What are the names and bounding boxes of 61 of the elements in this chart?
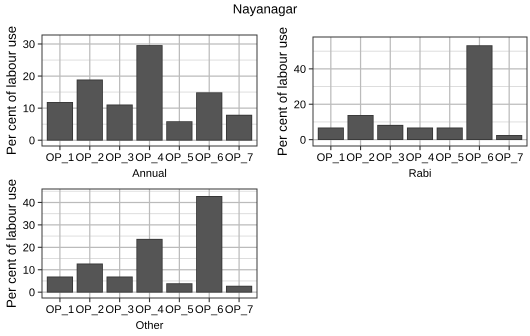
bar xyxy=(166,283,192,293)
bar xyxy=(136,45,163,141)
x-axis-title: Annual xyxy=(132,168,166,178)
y-tick-label: 20 xyxy=(23,72,35,80)
bar xyxy=(406,128,434,140)
x-tick-label: OP_3 xyxy=(376,153,404,164)
x-tick-label: OP_1 xyxy=(317,153,344,164)
bar xyxy=(76,79,103,141)
bar xyxy=(196,92,222,141)
x-tick-label: OP_4 xyxy=(136,305,164,316)
y-tick-label: 20 xyxy=(23,244,35,252)
bar xyxy=(166,121,192,141)
bar xyxy=(226,286,252,293)
x-tick-label: OP_7 xyxy=(225,153,253,164)
x-tick-label: OP_5 xyxy=(436,153,464,164)
y-tick-label: 40 xyxy=(294,65,306,73)
x-axis-title: Rabi xyxy=(409,168,431,178)
x-tick-label: OP_1 xyxy=(46,305,74,316)
bar xyxy=(466,45,492,140)
x-tick-label: OP_2 xyxy=(76,305,104,316)
bar xyxy=(226,114,252,141)
x-tick-label: OP_2 xyxy=(346,153,374,164)
bar xyxy=(436,128,463,140)
bar xyxy=(196,196,222,293)
x-tick-label: OP_4 xyxy=(406,153,434,164)
y-tick-label: 30 xyxy=(23,221,35,230)
y-tick-label: 10 xyxy=(24,104,35,112)
x-tick-label: OP_1 xyxy=(46,153,74,164)
x-tick-label: OP_7 xyxy=(225,305,253,316)
y-axis-title: Per cent of labour use xyxy=(6,180,16,307)
y-axis-title: Per cent of labour use xyxy=(6,26,16,154)
y-tick-label: 30 xyxy=(23,40,35,48)
x-tick-label: OP_5 xyxy=(166,153,194,164)
bar xyxy=(46,276,74,293)
chart-title: Nayanagar xyxy=(234,4,298,16)
x-axis-title: Other xyxy=(136,320,164,330)
bar xyxy=(46,102,74,141)
x-tick-label: OP_6 xyxy=(466,153,494,164)
bar xyxy=(136,238,163,293)
bar xyxy=(348,114,374,140)
x-tick-label: OP_6 xyxy=(196,305,223,316)
bar xyxy=(496,134,522,140)
y-tick-label: 40 xyxy=(22,198,35,207)
y-tick-label: 0 xyxy=(29,288,35,296)
x-tick-label: OP_5 xyxy=(166,305,194,316)
bar xyxy=(106,276,133,293)
x-tick-label: OP_4 xyxy=(136,153,164,164)
bar xyxy=(318,128,344,140)
y-tick-label: 20 xyxy=(294,100,306,108)
x-tick-label: OP_3 xyxy=(106,153,134,164)
x-tick-label: OP_6 xyxy=(196,153,223,164)
bar xyxy=(106,104,133,141)
y-axis-title: Per cent of labour use xyxy=(277,28,287,155)
x-tick-label: OP_2 xyxy=(76,153,104,164)
x-tick-label: OP_7 xyxy=(495,153,523,164)
y-tick-label: 10 xyxy=(24,266,35,274)
y-tick-label: 0 xyxy=(29,136,35,144)
x-tick-label: OP_3 xyxy=(106,305,134,316)
y-tick-label: 0 xyxy=(300,136,306,144)
bar xyxy=(377,124,404,140)
bar xyxy=(76,263,103,293)
